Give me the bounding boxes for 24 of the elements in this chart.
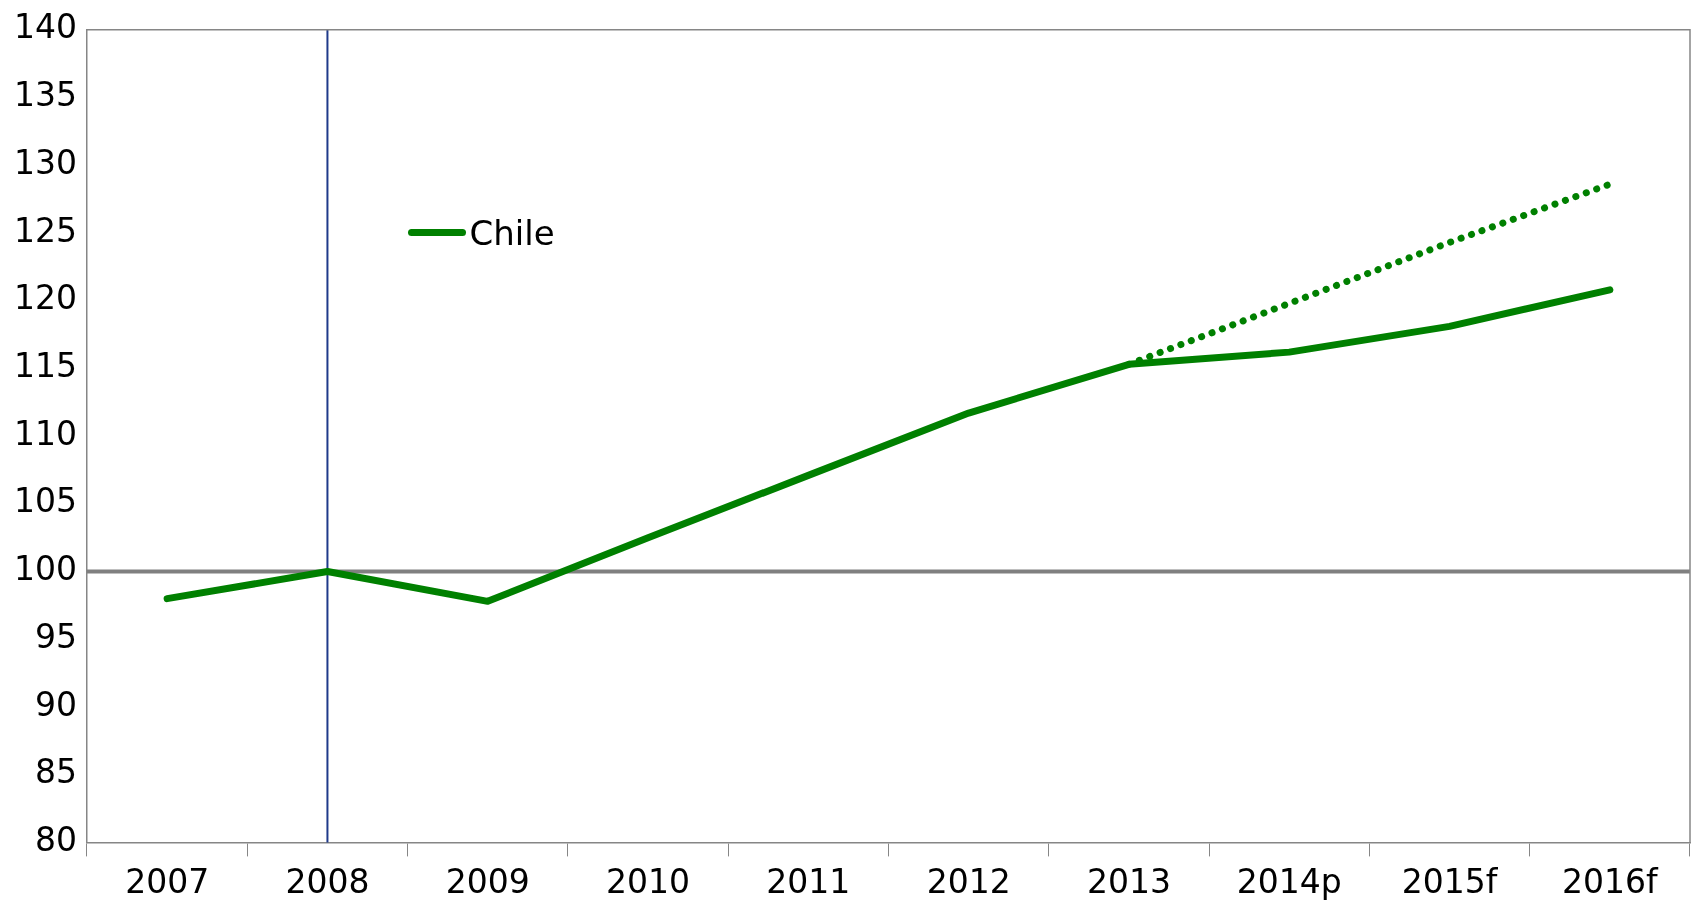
y-tick-label: 135 — [13, 75, 77, 115]
y-tick-label: 85 — [34, 752, 77, 792]
x-tick-label: 2014p — [1236, 861, 1342, 901]
x-tick-label: 2010 — [606, 861, 691, 901]
x-tick-label: 2008 — [285, 861, 370, 901]
y-tick-label: 115 — [13, 345, 77, 385]
x-tick-label: 2013 — [1086, 861, 1171, 901]
y-tick-label: 140 — [13, 7, 77, 47]
x-tick-label: 2012 — [926, 861, 1011, 901]
x-tick-label: 2007 — [125, 861, 210, 901]
y-tick-label: 95 — [34, 616, 77, 656]
y-tick-label: 105 — [13, 481, 77, 521]
legend-label: Chile — [469, 212, 555, 253]
y-tick-label: 130 — [13, 142, 77, 182]
y-tick-label: 100 — [13, 549, 77, 589]
y-tick-label: 90 — [34, 684, 77, 724]
x-tick-label: 2009 — [445, 861, 530, 901]
y-tick-label: 80 — [34, 819, 77, 859]
y-tick-label: 125 — [13, 210, 77, 250]
y-tick-label: 110 — [13, 413, 77, 453]
x-tick-label: 2015f — [1401, 861, 1499, 901]
y-tick-label: 120 — [13, 278, 77, 318]
x-tick-label: 2011 — [766, 861, 851, 901]
x-tick-label: 2016f — [1562, 861, 1660, 901]
